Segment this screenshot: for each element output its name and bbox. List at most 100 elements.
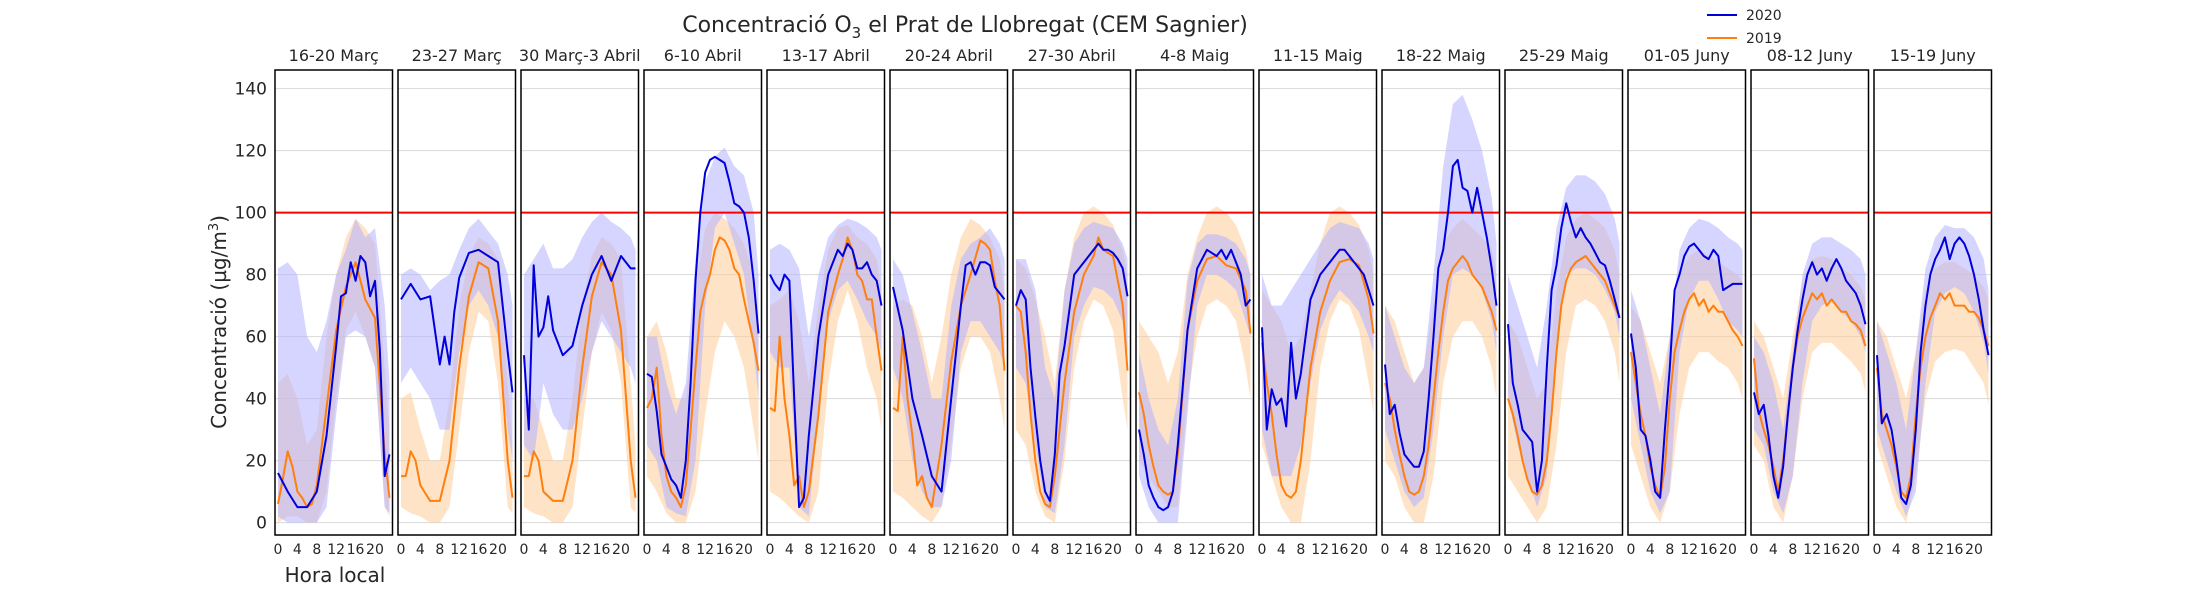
panel-title: 18-22 Maig: [1396, 46, 1486, 65]
x-tick-label: 8: [804, 542, 813, 558]
x-tick-label: 4: [908, 542, 917, 558]
band-2020: [401, 218, 513, 461]
band-2019: [401, 237, 513, 523]
x-tick-label: 12: [327, 542, 345, 558]
band-2020: [647, 147, 759, 517]
panel-frame: [1258, 69, 1378, 536]
x-tick-label: 8: [1296, 542, 1305, 558]
panel-frame: [1627, 69, 1747, 536]
x-tick-label: 20: [1104, 542, 1122, 558]
legend-label-2019: 2019: [1746, 31, 1782, 47]
legend-label-2020: 2020: [1746, 8, 1782, 24]
x-tick-label: 16: [962, 542, 980, 558]
y-axis-label: Concentració (µg/m3): [207, 215, 231, 429]
panel-4: 6-10 Abril 0 4 8 12 16 20: [643, 46, 763, 558]
x-tick-label: 0: [643, 542, 652, 558]
panel-frame: [397, 69, 517, 536]
x-tick-label: 8: [558, 542, 567, 558]
x-tick-label: 20: [1473, 542, 1491, 558]
panel-frame: [766, 69, 886, 536]
series-2019-line: [1261, 258, 1375, 499]
panel-3: 30 Març-3 Abril 0 4 8 12 16 20: [519, 46, 641, 558]
x-tick-label: 20: [858, 542, 876, 558]
x-tick-label: 8: [1788, 542, 1797, 558]
x-tick-label: 20: [489, 542, 507, 558]
band-2020: [524, 212, 636, 461]
series-2020-line: [277, 255, 391, 509]
chart-title-subscript: 3: [852, 24, 862, 42]
x-tick-label: 8: [1173, 542, 1182, 558]
panel-9: 11-15 Maig 0 4 8 12 16 20: [1258, 46, 1378, 558]
x-tick-label: 16: [593, 542, 611, 558]
x-tick-label: 0: [520, 542, 529, 558]
x-tick-label: 8: [312, 542, 321, 558]
x-tick-label: 0: [1012, 542, 1021, 558]
panel-title: 13-17 Abril: [782, 46, 870, 65]
x-tick-label: 8: [435, 542, 444, 558]
panel-12: 01-05 Juny 0 4 8 12 16 20: [1627, 46, 1747, 558]
x-tick-label: 8: [927, 542, 936, 558]
x-tick-label: 12: [1803, 542, 1821, 558]
series-2019-line: [524, 261, 637, 502]
series-2020-line: [1630, 242, 1743, 499]
x-tick-label: 20: [1227, 542, 1245, 558]
panel-13: 08-12 Juny 0 4 8 12 16 20: [1750, 46, 1870, 558]
x-tick-label: 4: [1769, 542, 1778, 558]
series-2020-line: [1261, 248, 1375, 431]
x-tick-label: 12: [819, 542, 837, 558]
panel-title: 4-8 Maig: [1160, 46, 1229, 65]
panel-title: 15-19 Juny: [1890, 46, 1976, 65]
y-tick-label: 140: [235, 80, 267, 100]
x-tick-label: 4: [1400, 542, 1409, 558]
x-tick-label: 0: [1258, 542, 1267, 558]
x-tick-label: 8: [1419, 542, 1428, 558]
x-tick-label: 16: [347, 542, 365, 558]
x-tick-label: 20: [735, 542, 753, 558]
panel-title: 23-27 Març: [412, 46, 502, 65]
x-tick-label: 4: [1523, 542, 1532, 558]
x-tick-label: 0: [766, 542, 775, 558]
x-tick-label: 8: [1911, 542, 1920, 558]
series-2019-line: [1507, 255, 1621, 496]
chart-title: Concentració O3 el Prat de Llobregat (CE…: [682, 13, 1248, 42]
panel-title: 11-15 Maig: [1273, 46, 1363, 65]
x-tick-label: 12: [1188, 542, 1206, 558]
x-tick-label: 12: [1065, 542, 1083, 558]
panel-frame: [1012, 69, 1132, 536]
band-2020: [1631, 218, 1743, 514]
panel-14: 15-19 Juny 0 4 8 12 16 20: [1873, 46, 1993, 558]
x-tick-label: 12: [1926, 542, 1944, 558]
panel-title: 30 Març-3 Abril: [519, 46, 641, 65]
x-tick-label: 16: [1208, 542, 1226, 558]
panel-2: 23-27 Març 0 4 8 12 16 20: [397, 46, 517, 558]
panel-title: 27-30 Abril: [1028, 46, 1116, 65]
x-tick-label: 20: [1842, 542, 1860, 558]
series-2020-line: [1876, 236, 1990, 505]
x-tick-label: 0: [1135, 542, 1144, 558]
x-tick-label: 4: [416, 542, 425, 558]
legend: 2020 2019: [1707, 8, 1782, 47]
series-2020-line: [1507, 202, 1621, 493]
x-tick-label: 20: [981, 542, 999, 558]
x-tick-label: 0: [397, 542, 406, 558]
x-tick-label: 4: [1154, 542, 1163, 558]
x-tick-label: 4: [662, 542, 671, 558]
x-tick-label: 20: [612, 542, 630, 558]
panel-frame: [643, 69, 763, 536]
y-tick-label: 80: [245, 266, 267, 286]
x-tick-label: 20: [1965, 542, 1983, 558]
panel-5: 13-17 Abril 0 4 8 12 16 20: [766, 46, 886, 558]
x-tick-label: 20: [1719, 542, 1737, 558]
x-tick-label: 12: [942, 542, 960, 558]
x-tick-label: 8: [1050, 542, 1059, 558]
series-2019-line: [1876, 292, 1990, 499]
panel-title: 6-10 Abril: [664, 46, 742, 65]
y-tick-label: 0: [256, 514, 267, 534]
series-2020-line: [769, 242, 883, 509]
y-tick-label: 40: [245, 390, 267, 410]
x-tick-label: 16: [839, 542, 857, 558]
x-tick-label: 20: [366, 542, 384, 558]
band-2020: [1877, 225, 1989, 517]
panel-frame: [889, 69, 1009, 536]
